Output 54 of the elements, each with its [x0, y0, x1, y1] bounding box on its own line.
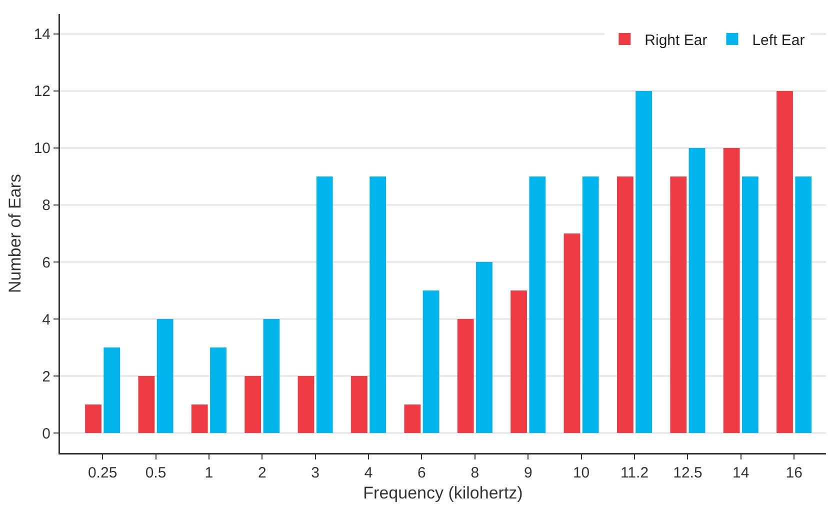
y-tick-label: 0 [42, 425, 50, 442]
bar [191, 404, 208, 434]
y-tick-label: 6 [42, 254, 50, 272]
bar [617, 176, 634, 434]
x-tick-label: 4 [364, 464, 373, 482]
bar [210, 348, 226, 434]
legend-label: Left Ear [752, 32, 805, 49]
y-tick-label: 2 [42, 368, 50, 386]
x-tick-label: 9 [524, 464, 532, 482]
x-tick-label: 8 [470, 464, 480, 482]
y-tick-label: 14 [34, 26, 50, 44]
x-tick-label: 1 [204, 464, 214, 482]
bar [422, 290, 440, 434]
bar [156, 319, 174, 434]
x-tick-label: 12.5 [673, 464, 702, 482]
bar [404, 404, 421, 434]
bar [582, 176, 599, 434]
bar [138, 376, 155, 434]
x-tick-label: 14 [732, 464, 750, 482]
x-tick-label: 6 [418, 464, 426, 482]
bar [370, 176, 386, 434]
bar [723, 148, 740, 434]
x-tick-label: 3 [311, 464, 320, 482]
bar [298, 376, 314, 434]
bar [457, 319, 474, 434]
x-tick-label: 10 [572, 464, 590, 482]
y-tick-label: 10 [34, 140, 50, 158]
y-tick-label: 8 [42, 197, 50, 214]
bar [85, 404, 102, 434]
x-tick-label: 0.5 [145, 464, 166, 482]
bar [688, 148, 706, 434]
bar [776, 90, 793, 434]
bar [636, 90, 652, 434]
x-tick-label: 2 [258, 464, 266, 482]
bar [263, 319, 280, 434]
x-axis-title: Frequency (kilohertz) [363, 484, 523, 503]
y-tick-label: 12 [34, 83, 50, 100]
x-tick-label: 11.2 [620, 464, 649, 482]
y-axis-title: Number of Ears [6, 174, 25, 294]
bar [564, 234, 580, 434]
bar [670, 176, 687, 434]
x-tick-label: 16 [786, 464, 802, 482]
bar [795, 176, 812, 434]
bar [244, 376, 262, 434]
legend-label: Right Ear [644, 32, 708, 49]
y-tick-label: 4 [42, 311, 50, 328]
bar [529, 176, 546, 434]
x-tick-label: 0.25 [88, 464, 118, 482]
bar [476, 262, 492, 434]
bar [316, 176, 333, 434]
bar [104, 348, 120, 434]
bar [510, 290, 527, 434]
bar [351, 376, 368, 434]
bar [742, 176, 758, 434]
